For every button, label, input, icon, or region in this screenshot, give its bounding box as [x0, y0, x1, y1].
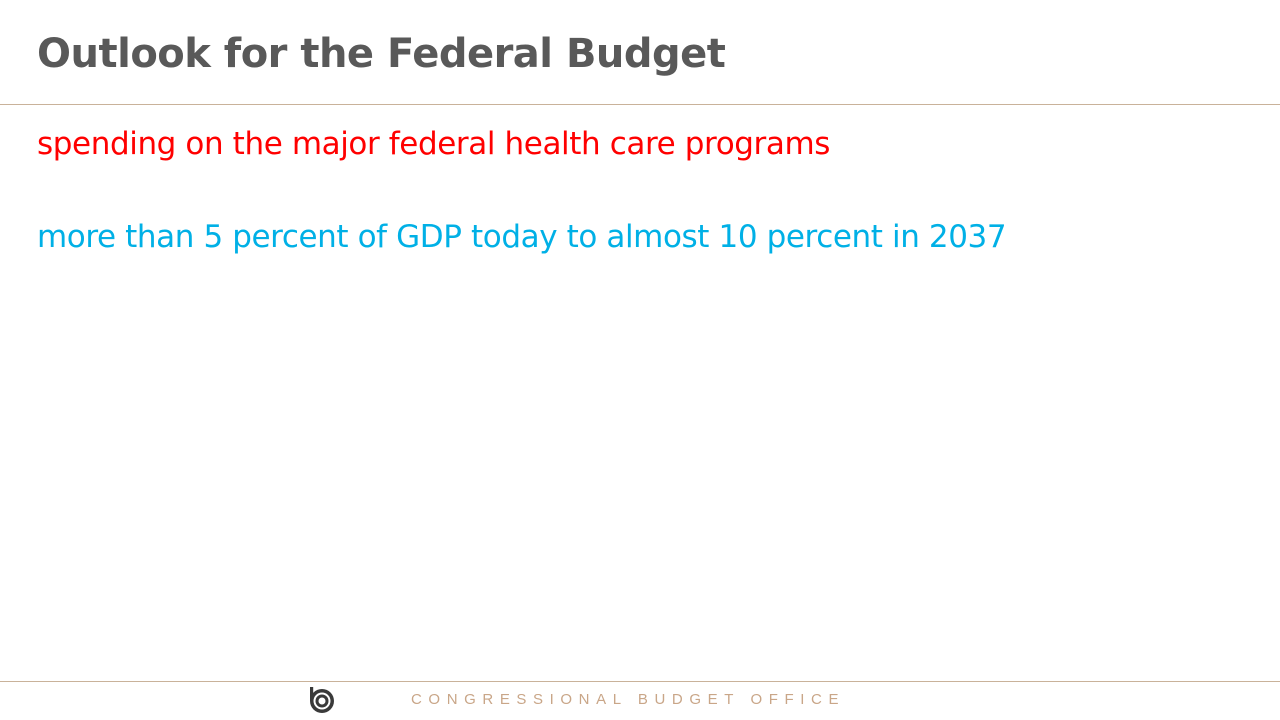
bullet-line-spending: spending on the major federal health car… — [37, 126, 831, 162]
title-divider — [0, 104, 1280, 105]
slide-title: Outlook for the Federal Budget — [37, 31, 726, 77]
footer-divider — [0, 681, 1280, 682]
footer-organization: CONGRESSIONAL BUDGET OFFICE — [411, 691, 846, 708]
bullet-line-gdp: more than 5 percent of GDP today to almo… — [37, 219, 1007, 255]
cbo-logo-icon — [310, 687, 334, 713]
